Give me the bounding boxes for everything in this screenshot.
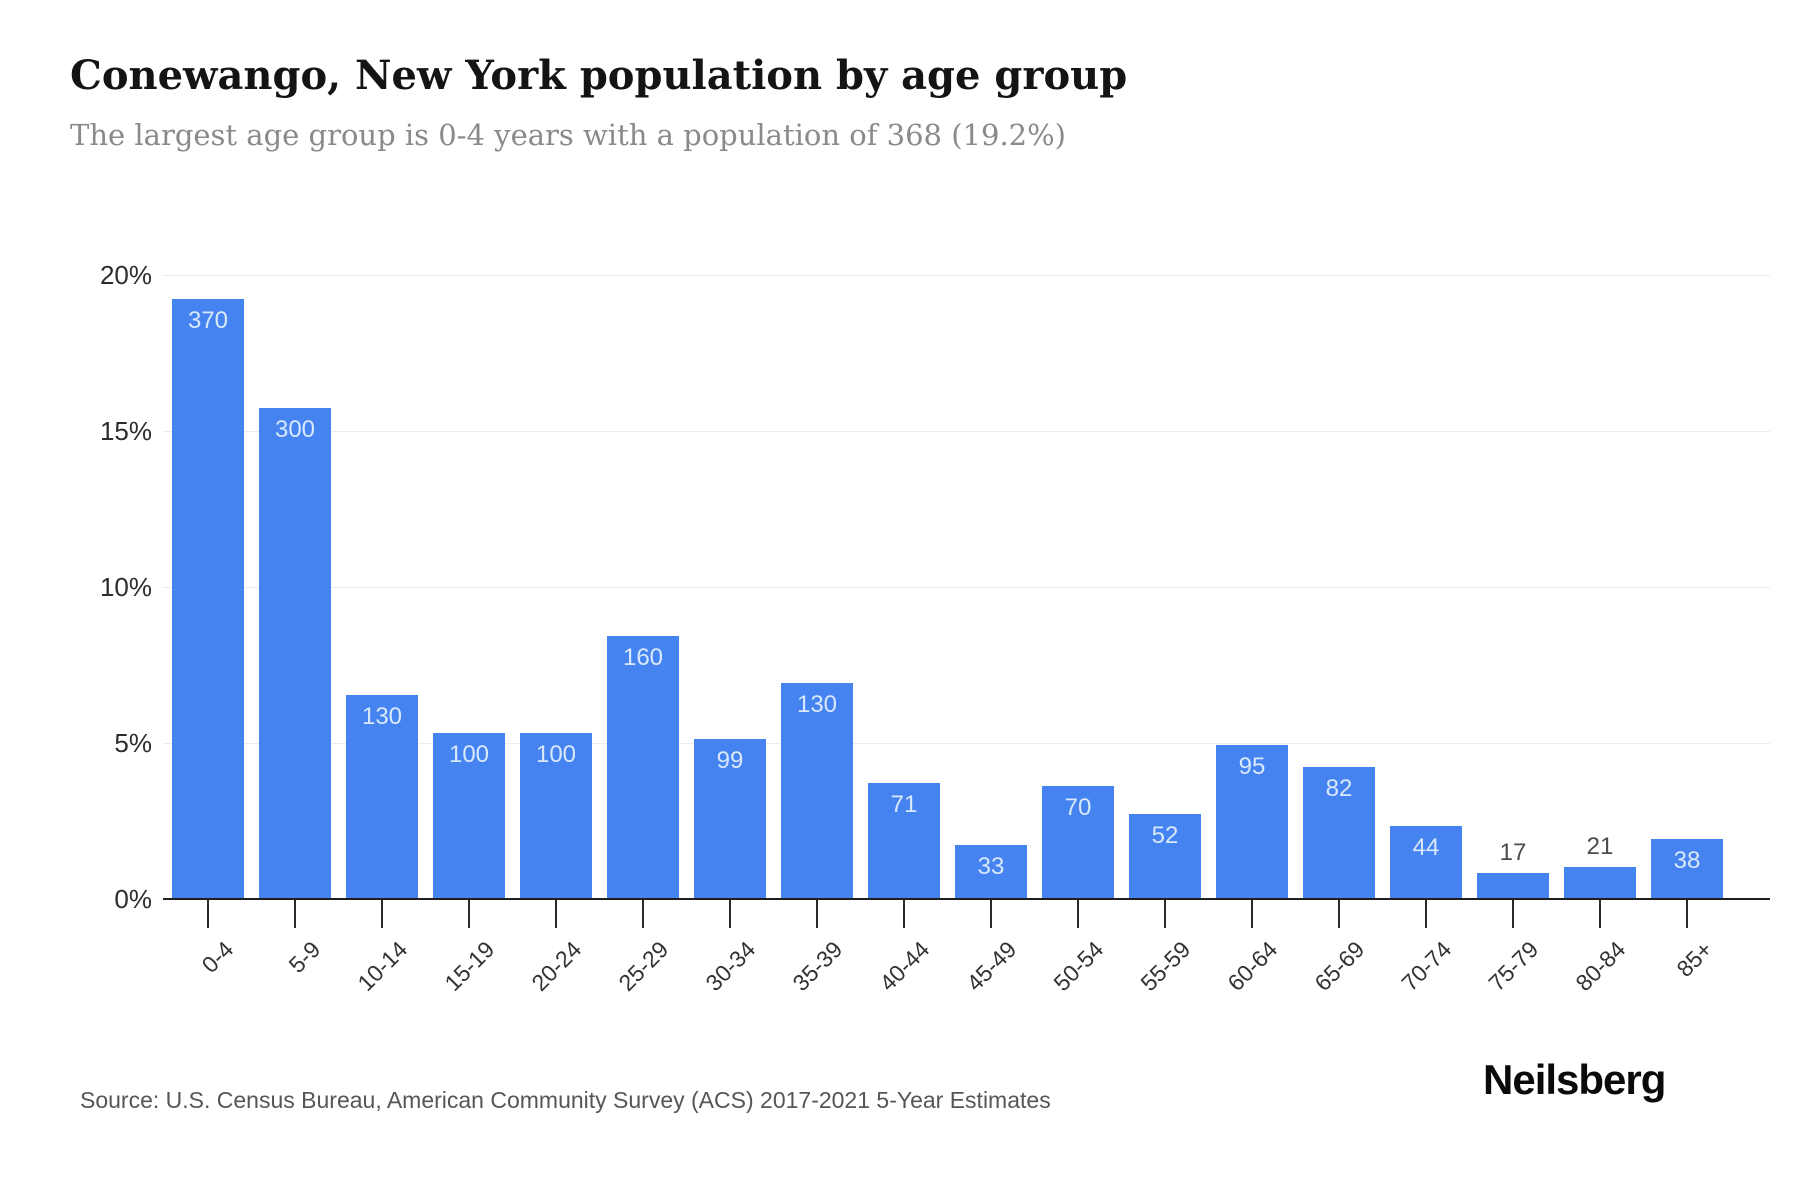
x-axis-tick [903,900,905,928]
gridline [163,587,1770,588]
gridline [163,743,1770,744]
bar-value-label: 300 [274,416,316,443]
x-axis-tick [1251,900,1253,928]
chart-subtitle: The largest age group is 0-4 years with … [70,118,1066,152]
y-axis-tick-label: 20% [99,260,152,290]
bar-value-label: 21 [1586,833,1614,860]
bar-25-29[interactable] [607,636,679,898]
x-axis-tick [468,900,470,928]
gridline [163,275,1770,276]
bar-60-64[interactable] [1216,745,1288,898]
x-axis-tick [642,900,644,928]
y-axis-tick-label: 15% [99,416,152,446]
bar-value-label: 44 [1412,834,1440,861]
bar-value-label: 130 [361,703,403,730]
y-axis-tick-label: 0% [114,884,152,914]
bar-value-label: 130 [796,691,838,718]
bar-5-9[interactable] [259,408,331,898]
bar-35-39[interactable] [781,683,853,898]
bar-70-74[interactable] [1390,826,1462,898]
bar-value-label: 17 [1499,839,1527,866]
x-axis-tick [729,900,731,928]
x-axis-tick [1338,900,1340,928]
x-axis-tick [207,900,209,928]
gridline [163,431,1770,432]
chart-title: Conewango, New York population by age gr… [70,52,1128,99]
x-axis-tick [1512,900,1514,928]
bar-value-label: 82 [1325,775,1353,802]
x-axis-tick [381,900,383,928]
bar-value-label: 71 [890,791,918,818]
x-axis-tick [1164,900,1166,928]
neilsberg-logo: Neilsberg [1483,1056,1666,1103]
x-axis-tick [1599,900,1601,928]
bar-65-69[interactable] [1303,767,1375,898]
bar-0-4[interactable] [172,299,244,898]
bar-75-79[interactable] [1477,873,1549,898]
bar-85+[interactable] [1651,839,1723,898]
x-axis-tick [1425,900,1427,928]
bar-value-label: 33 [977,853,1005,880]
bar-value-label: 160 [622,644,664,671]
bar-45-49[interactable] [955,845,1027,898]
bar-value-label: 99 [716,747,744,774]
source-text: Source: U.S. Census Bureau, American Com… [80,1087,1051,1113]
bar-value-label: 370 [187,307,229,334]
bar-80-84[interactable] [1564,867,1636,898]
x-axis-tick [1077,900,1079,928]
x-axis-line [163,898,1770,900]
x-axis-tick [294,900,296,928]
bar-value-label: 95 [1238,753,1266,780]
bar-value-label: 52 [1151,822,1179,849]
bar-value-label: 100 [448,741,490,768]
y-axis-tick-label: 10% [99,572,152,602]
x-axis-tick [816,900,818,928]
bar-15-19[interactable] [433,733,505,898]
x-axis-tick [990,900,992,928]
y-axis-tick-label: 5% [114,728,152,758]
bar-value-label: 38 [1673,847,1701,874]
bar-value-label: 100 [535,741,577,768]
bar-30-34[interactable] [694,739,766,898]
x-axis-tick [1686,900,1688,928]
bar-value-label: 70 [1064,794,1092,821]
bar-55-59[interactable] [1129,814,1201,898]
bar-50-54[interactable] [1042,786,1114,898]
bar-20-24[interactable] [520,733,592,898]
bar-10-14[interactable] [346,695,418,898]
bar-40-44[interactable] [868,783,940,898]
x-axis-tick [555,900,557,928]
